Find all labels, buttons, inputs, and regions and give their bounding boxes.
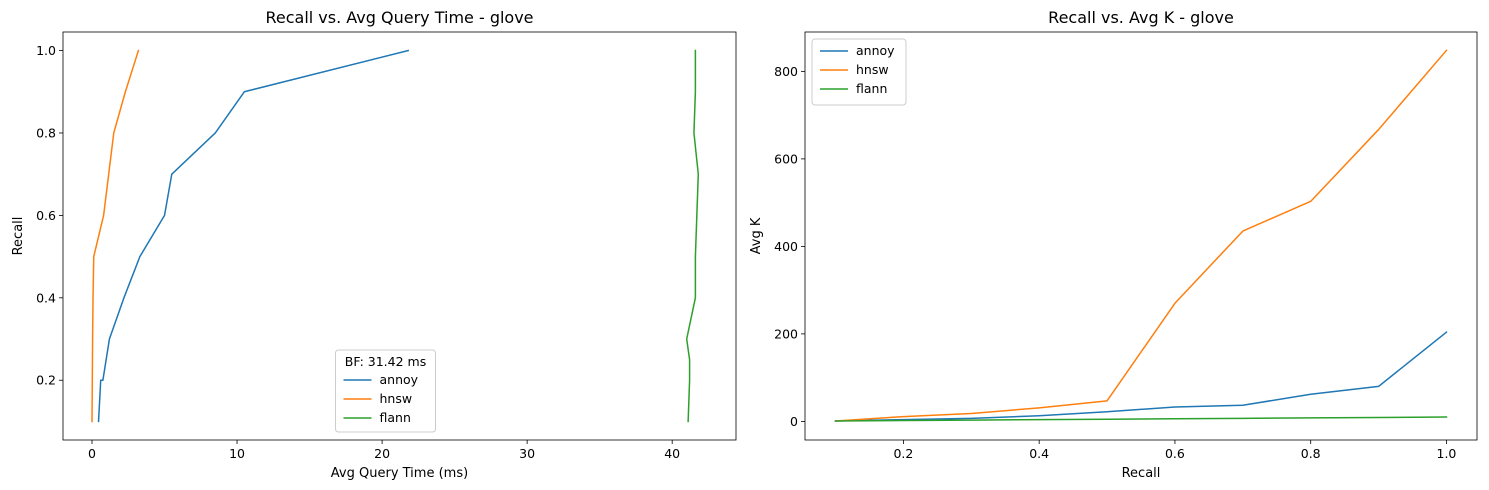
legend-label-annoy: annoy [380, 372, 419, 387]
y-tick-label: 0 [790, 414, 798, 429]
legend-label-flann: flann [856, 81, 887, 96]
x-tick-label: 0 [88, 446, 96, 461]
series-line-annoy [97, 49, 410, 423]
y-axis-label: Recall [11, 217, 26, 256]
legend-label-annoy: annoy [856, 43, 895, 58]
legend-title: BF: 31.42 ms [345, 354, 426, 369]
chart-title: Recall vs. Avg K - glove [1048, 8, 1234, 27]
series-line-hnsw [834, 49, 1448, 422]
y-tick-label: 0.8 [36, 125, 56, 140]
series-group [834, 49, 1448, 422]
x-tick-label: 0.4 [1029, 446, 1049, 461]
x-tick-label: 40 [664, 446, 680, 461]
x-tick-label: 0.8 [1301, 446, 1321, 461]
legend-label-flann: flann [380, 410, 411, 425]
y-tick-label: 400 [774, 239, 798, 254]
y-tick-label: 1.0 [36, 43, 56, 58]
y-tick-label: 200 [774, 326, 798, 341]
y-tick-label: 0.6 [36, 208, 56, 223]
y-tick-label: 800 [774, 64, 798, 79]
series-line-annoy [834, 331, 1448, 422]
x-tick-label: 20 [374, 446, 390, 461]
chart-2: 0.2 0.4 0.6 0.8 1.0 0 200 400 600 800 Recall vs. A… [749, 8, 1478, 481]
legend: annoy hnsw flann [811, 38, 907, 106]
series-line-hnsw [91, 49, 140, 423]
x-tick-label: 0.2 [893, 446, 913, 461]
y-tick-label: 0.4 [36, 290, 56, 305]
axes-frame [804, 31, 1478, 441]
axes-frame [62, 31, 737, 441]
x-tick-label: 10 [229, 446, 245, 461]
x-axis-label: Recall [1122, 466, 1161, 481]
y-axis-label: Avg K [749, 217, 764, 254]
legend: BF: 31.42 ms annoy hnsw flann [335, 349, 436, 433]
series-line-flann [685, 49, 700, 423]
legend-label-hnsw: hnsw [380, 391, 413, 406]
series-line-flann [834, 416, 1448, 422]
legend-box [335, 349, 436, 433]
y-tick-label: 0.2 [36, 373, 56, 388]
x-axis-label: Avg Query Time (ms) [331, 466, 468, 481]
x-tick-label: 1.0 [1437, 446, 1457, 461]
chart-1: 0 10 20 30 40 0.2 0.4 0.6 0.8 1.0 Recall vs. Avg Q… [11, 8, 737, 481]
chart-title: Recall vs. Avg Query Time - glove [265, 8, 533, 27]
legend-label-hnsw: hnsw [856, 62, 889, 77]
y-tick-label: 600 [774, 151, 798, 166]
x-tick-label: 0.6 [1165, 446, 1185, 461]
series-group [91, 49, 700, 423]
x-tick-label: 30 [519, 446, 535, 461]
